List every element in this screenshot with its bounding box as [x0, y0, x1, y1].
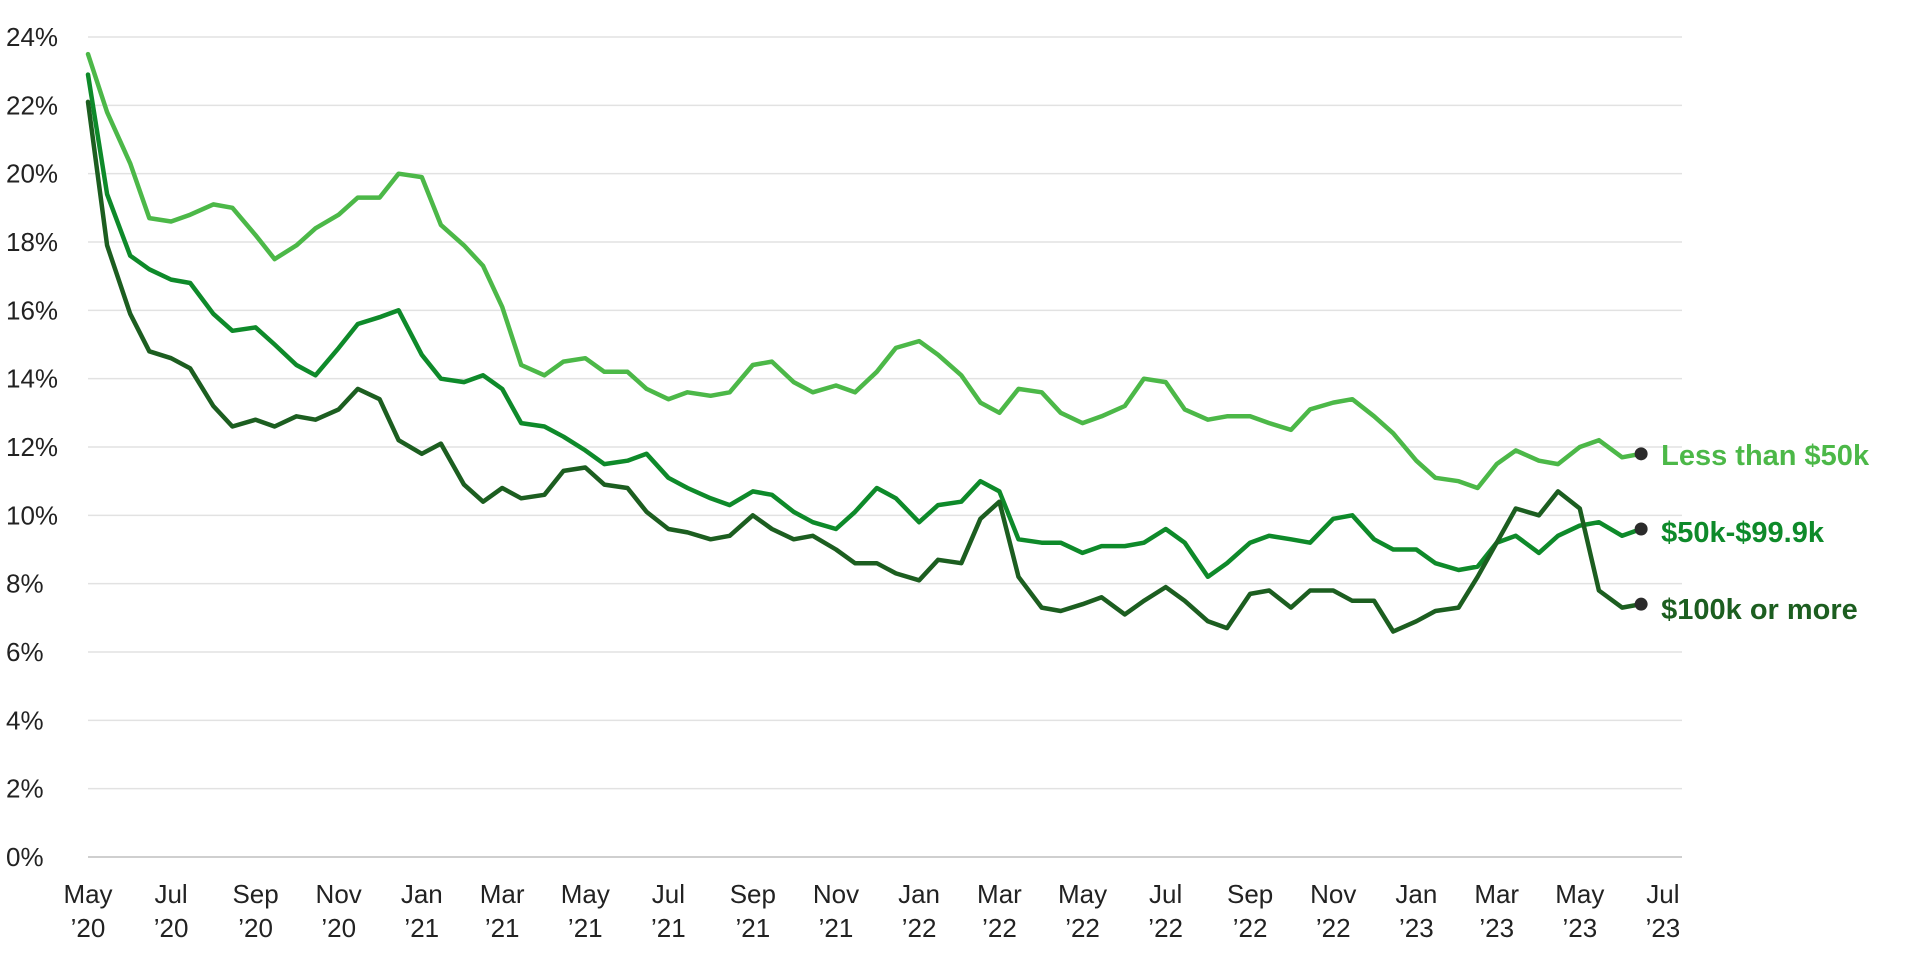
x-tick-label: Jan ’21: [401, 879, 443, 943]
series-lines: [85, 51, 1648, 634]
series-end-labels: Less than $50k $50k-$99.9k $100k or more: [1661, 440, 1870, 626]
x-tick-label: Mar ’22: [977, 879, 1022, 943]
series-line: [85, 51, 1644, 491]
x-tick-label: Mar ’21: [480, 879, 525, 943]
y-tick-label: 22%: [6, 90, 58, 120]
x-tick-label: Jul ’21: [651, 879, 686, 943]
x-tick-label: Mar ’23: [1474, 879, 1519, 943]
y-tick-label: 14%: [6, 364, 58, 394]
series-line: [85, 99, 1644, 634]
x-tick-label: Jul ’23: [1646, 879, 1681, 943]
series-end-marker: [1634, 447, 1648, 461]
x-axis: May ’20 Jul ’20 Sep ’20 Nov ’20 Jan ’21 Mar ’21 May’…: [63, 879, 1680, 943]
y-tick-label: 16%: [6, 295, 58, 325]
x-tick-label: Nov ’22: [1310, 879, 1356, 943]
x-tick-label: May ’22: [1058, 879, 1107, 943]
x-tick-label: Sep ’21: [730, 879, 776, 943]
x-tick-label: May ’23: [1555, 879, 1604, 943]
y-tick-label: 0%: [6, 842, 44, 872]
y-tick-label: 8%: [6, 569, 44, 599]
x-tick-label: Jul ’22: [1148, 879, 1183, 943]
y-tick-label: 24%: [6, 22, 58, 52]
series-label: Less than $50k: [1661, 440, 1870, 472]
gridlines: [88, 36, 1682, 858]
x-tick-label: Nov ’20: [316, 879, 362, 943]
y-tick-label: 2%: [6, 774, 44, 804]
series-end-marker: [1634, 597, 1648, 611]
x-tick-label: May ’20: [63, 879, 112, 943]
x-tick-label: May ’21: [561, 879, 610, 943]
x-tick-label: Jul ’20: [154, 879, 189, 943]
series-label: $100k or more: [1661, 594, 1858, 626]
series-label: $50k-$99.9k: [1661, 517, 1825, 549]
y-tick-label: 18%: [6, 227, 58, 257]
x-tick-label: Sep ’22: [1227, 879, 1273, 943]
x-tick-label: Jan ’23: [1395, 879, 1437, 943]
series-end-marker: [1634, 522, 1648, 536]
y-tick-label: 4%: [6, 705, 44, 735]
series-line: [85, 72, 1644, 580]
y-tick-label: 20%: [6, 159, 58, 189]
x-tick-label: Jan ’22: [898, 879, 940, 943]
y-axis: 0% 2% 4% 6% 8% 10% 12% 14% 16% 18% 20% 22% 24%: [6, 22, 58, 872]
y-tick-label: 10%: [6, 500, 58, 530]
y-tick-label: 12%: [6, 432, 58, 462]
x-tick-label: Sep ’20: [232, 879, 278, 943]
y-tick-label: 6%: [6, 637, 44, 667]
x-tick-label: Nov ’21: [813, 879, 859, 943]
